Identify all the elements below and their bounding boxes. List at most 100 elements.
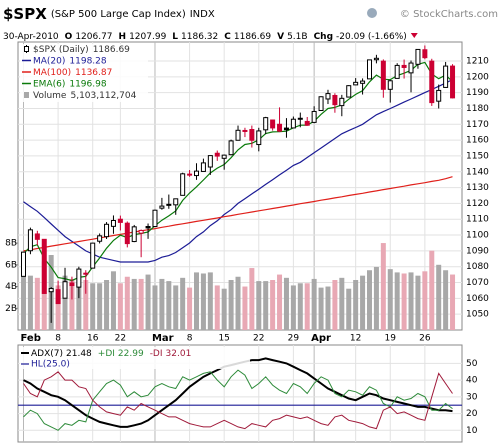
volume-bar — [408, 272, 414, 330]
price-layer: $SPX (Daily) 1186.69 MA(20) 1198.28 MA(100) 1… — [15, 42, 462, 330]
volume-bar — [90, 283, 96, 330]
volume-bar — [346, 288, 352, 330]
y-tick-label: 1200 — [466, 72, 489, 82]
quote-label: C — [224, 32, 231, 42]
candle-body — [325, 93, 331, 100]
x-tick-label: 26 — [419, 334, 431, 344]
legend-entry: EMA(6) 1196.98 — [33, 79, 107, 89]
candle-body — [62, 281, 68, 299]
y-tick-label: 1080 — [466, 262, 489, 272]
y-tick-label: 1170 — [466, 120, 489, 130]
legend-entry: $SPX (Daily) 1186.69 — [33, 45, 130, 55]
legend-name: $SPX (Daily) — [33, 45, 89, 55]
x-tick-label: Apr — [311, 333, 331, 344]
candle-body — [401, 64, 407, 68]
candle-body — [373, 57, 379, 61]
candle-body — [353, 81, 359, 86]
volume-bar — [380, 243, 386, 330]
volume-bar — [422, 271, 428, 330]
quote-label: V — [277, 32, 284, 42]
y-tick-label: 1160 — [466, 136, 489, 146]
quote-value: 5.1B — [287, 32, 308, 42]
candle-body — [69, 282, 75, 287]
y-tick-label: 30 — [466, 392, 478, 402]
volume-bar — [270, 280, 276, 330]
legend-name: MA(20) — [33, 56, 65, 66]
adx-layer: ADX(7) 21.48 +DI 22.99 -DI 32.01 HL(25.0) — [18, 345, 462, 442]
y-tick-label: 1210 — [466, 56, 489, 66]
legend-name: ADX(7) — [31, 349, 63, 359]
y-tick-label: 1070 — [466, 278, 489, 288]
candle-body — [394, 64, 400, 79]
volume-tick-label: 4B — [5, 282, 17, 292]
volume-bar — [304, 283, 310, 330]
volume-bar — [339, 277, 345, 330]
legend-value: 32.01 — [166, 349, 192, 359]
legend-entry: MA(100) 1136.87 — [33, 68, 112, 78]
volume-bar — [180, 277, 186, 330]
candle-body — [263, 117, 269, 131]
quote-date: 30-Apr-2010 — [3, 32, 59, 42]
candle-body — [339, 97, 345, 107]
legend-name: EMA(6) — [33, 79, 65, 89]
y-tick-label: 50 — [466, 359, 478, 369]
candle-body — [304, 120, 310, 126]
volume-bar — [415, 275, 421, 330]
quote-label: L — [172, 32, 178, 42]
volume-bar — [311, 278, 317, 330]
volume-bar — [145, 274, 151, 330]
quote-value: 1206.77 — [75, 32, 112, 42]
candle-body — [346, 85, 352, 98]
candle-body — [283, 127, 289, 131]
volume-bar — [277, 274, 283, 330]
y-tick-label: 1180 — [466, 104, 489, 114]
volume-bar — [27, 275, 33, 330]
candle-body — [117, 218, 123, 223]
volume-bar — [97, 283, 103, 330]
candle-body — [97, 235, 103, 242]
candle-body — [34, 233, 40, 240]
volume-bar — [34, 277, 40, 330]
candle-body — [110, 219, 116, 227]
volume-bar — [263, 281, 269, 330]
volume-bar — [124, 276, 130, 330]
volume-bar — [214, 285, 220, 330]
quote-value: 1186.69 — [234, 32, 271, 42]
candle-body — [207, 155, 213, 168]
volume-bar — [242, 286, 248, 330]
candle-body — [138, 229, 144, 234]
legend-name: MA(100) — [33, 68, 71, 78]
candle-body — [277, 123, 283, 132]
volume-bar — [228, 280, 234, 330]
volume-bar — [401, 273, 407, 330]
volume-bar — [83, 280, 89, 330]
candle-body — [443, 65, 449, 88]
y-tick-label: 1120 — [466, 199, 489, 209]
legend-swatch — [24, 92, 29, 98]
candle-body — [332, 94, 338, 106]
candle-body — [436, 89, 442, 102]
candle-body — [124, 222, 130, 245]
candle-body — [256, 130, 262, 146]
quote-value: -20.09 (-1.66%) — [336, 32, 407, 42]
x-tick-label: 22 — [253, 334, 264, 344]
legend-value: 1186.69 — [93, 45, 130, 55]
candle-body — [104, 223, 110, 238]
x-tick-label: 12 — [350, 334, 361, 344]
legend-entry: Volume 5,103,112,704 — [33, 91, 137, 101]
y-tick-label: 40 — [466, 376, 478, 386]
volume-bar — [207, 272, 213, 330]
volume-bar — [200, 273, 206, 330]
candle-body — [27, 229, 33, 252]
candle-body — [367, 59, 372, 80]
y-tick-label: 1100 — [466, 231, 489, 241]
legend-value: 1198.28 — [69, 56, 106, 66]
legend-swatch — [24, 46, 29, 52]
legend-value: 1136.87 — [75, 68, 112, 78]
y-tick-label: 1130 — [466, 183, 489, 193]
volume-bar — [117, 283, 123, 330]
candle-body — [415, 48, 421, 65]
volume-bar — [166, 281, 172, 330]
y-tick-label: 1150 — [466, 151, 489, 161]
